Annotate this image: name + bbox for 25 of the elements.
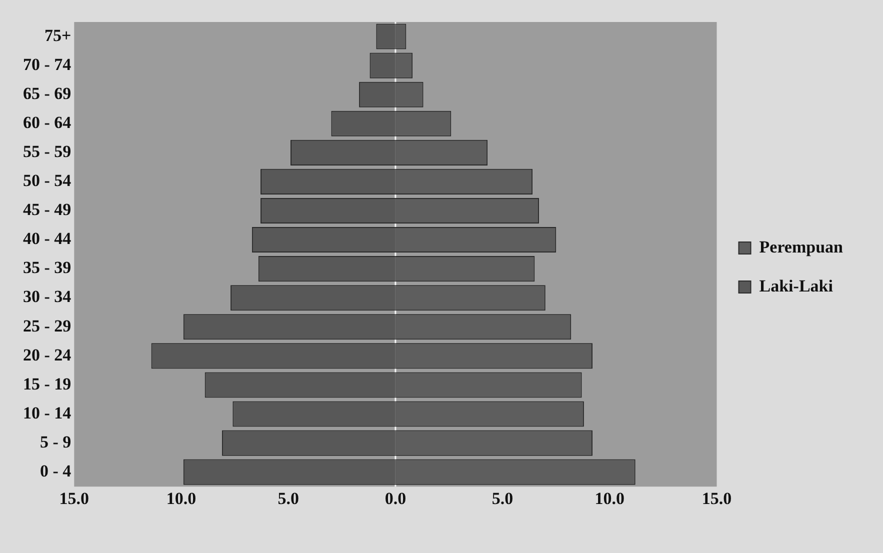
y-tick-label: 20 - 24 <box>22 345 72 364</box>
x-tick-label: 15.0 <box>702 489 732 508</box>
y-tick-label: 35 - 39 <box>22 258 72 278</box>
x-tick-label: 5.0 <box>492 489 514 508</box>
x-tick-label: 0.0 <box>384 489 406 508</box>
x-tick-label: 10.0 <box>594 489 625 508</box>
y-tick-label: 10 - 14 <box>22 403 72 422</box>
legend-label: Laki-Laki <box>759 276 834 296</box>
y-tick-label: 0 - 4 <box>40 461 72 480</box>
x-tick-label: 15.0 <box>59 489 90 508</box>
x-tick-label: 5.0 <box>278 489 299 508</box>
legend-label: Perempuan <box>759 237 844 256</box>
y-tick-label: 5 - 9 <box>40 432 72 452</box>
y-tick-label: 60 - 64 <box>22 113 72 132</box>
y-tick-label: 25 - 29 <box>22 316 72 336</box>
y-tick-label: 50 - 54 <box>22 171 72 190</box>
y-tick-label: 75+ <box>44 26 72 45</box>
y-tick-label: 45 - 49 <box>22 200 72 220</box>
y-tick-label: 15 - 19 <box>22 374 72 394</box>
y-tick-label: 55 - 59 <box>22 142 72 162</box>
y-tick-label: 70 - 74 <box>22 54 72 74</box>
x-tick-label: 10.0 <box>166 489 196 508</box>
y-tick-label: 40 - 44 <box>22 229 72 248</box>
y-tick-label: 65 - 69 <box>22 84 72 103</box>
y-tick-label: 30 - 34 <box>22 287 72 306</box>
